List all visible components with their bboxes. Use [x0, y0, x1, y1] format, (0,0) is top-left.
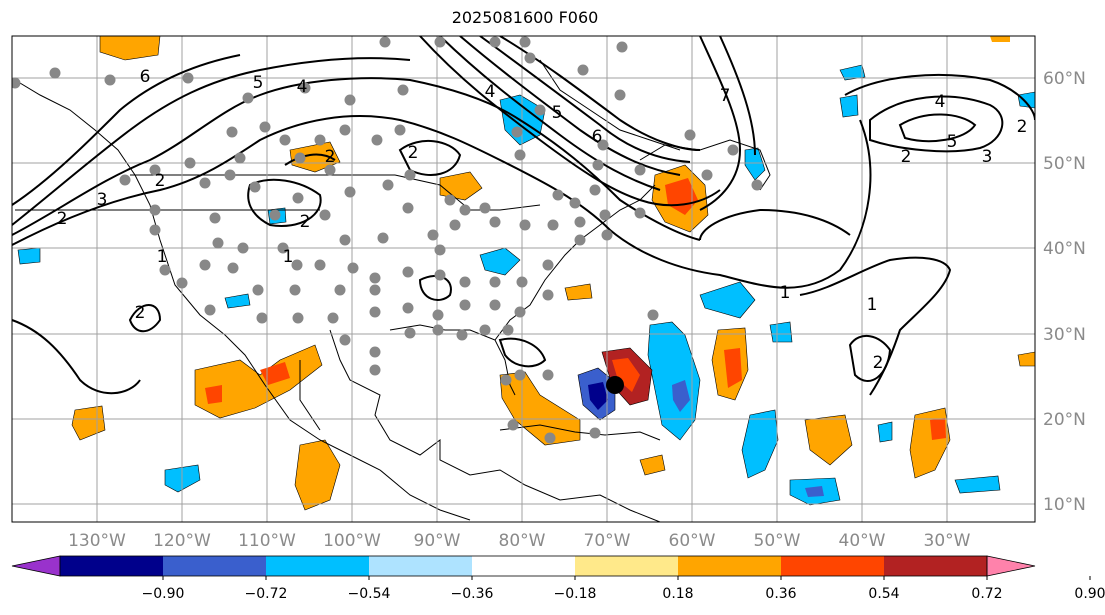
longitude-labels: 130°W 120°W 110°W 100°W 90°W 80°W 70°W 6… [68, 531, 971, 551]
contour-label: 5 [947, 132, 958, 152]
colorbar-tick-label: −0.90 [142, 586, 185, 602]
lon-label: 40°W [839, 531, 886, 551]
colorbar-bin [884, 556, 987, 576]
lon-label: 70°W [584, 531, 631, 551]
colorbar-bin [369, 556, 472, 576]
contour-label: 2 [1017, 117, 1028, 137]
negative-anomaly-regions [17, 64, 1035, 506]
lon-label: 80°W [499, 531, 546, 551]
colorbar-bin [575, 556, 678, 576]
contour-label: 2 [325, 147, 336, 167]
colorbar-bin [266, 556, 369, 576]
contour-label: 1 [780, 283, 791, 303]
contour-label: 6 [592, 127, 603, 147]
latitude-labels: 60°N 50°N 40°N 30°N 20°N 10°N [1043, 69, 1086, 515]
lat-label: 60°N [1043, 69, 1086, 89]
contour-label: 2 [57, 209, 68, 229]
contour-label: 2 [901, 147, 912, 167]
map-title: 2025081600 F060 [451, 8, 599, 27]
lon-label: 120°W [153, 531, 211, 551]
contour-label: 5 [552, 103, 563, 123]
contour-label: 3 [97, 190, 108, 210]
colorbar-tick-label: −0.72 [245, 586, 288, 602]
colorbar-bin [60, 556, 163, 576]
lon-label: 110°W [238, 531, 296, 551]
storm-center-marker [606, 376, 624, 394]
contour-label: 4 [485, 82, 496, 102]
colorbar-bin [472, 556, 575, 576]
plot-frame [11, 35, 1036, 523]
contour-label: 1 [283, 247, 294, 267]
contour-lines [12, 36, 1035, 396]
colorbar-frame [59, 555, 988, 577]
colorbar-tick-label: −0.18 [554, 586, 597, 602]
colorbar-bin [781, 556, 884, 576]
contour-label: 7 [720, 86, 731, 106]
lon-label: 30°W [924, 531, 971, 551]
colorbar: −0.90 −0.72 −0.54 −0.36 −0.18 0.18 0.36 0.54 0.7… [11, 555, 1105, 602]
contour-label: 1 [157, 247, 168, 267]
lat-label: 40°N [1043, 239, 1086, 259]
contour-label: 1 [867, 295, 878, 315]
colorbar-tick-label: 0.18 [662, 586, 693, 602]
colorbar-tick-label: 0.72 [971, 586, 1002, 602]
positive-anomaly-regions [71, 36, 1035, 511]
lat-label: 10°N [1043, 495, 1086, 515]
colorbar-tick-label: −0.54 [348, 586, 391, 602]
colorbar-tick-label: −0.36 [451, 586, 494, 602]
colorbar-extend-low [11, 555, 61, 577]
contour-label: 2 [873, 353, 884, 373]
colorbar-tick-label: 0.90 [1074, 586, 1105, 602]
lon-label: 90°W [414, 531, 461, 551]
contour-label: 2 [135, 303, 146, 323]
colorbar-tick-label: 0.54 [868, 586, 899, 602]
contour-label: 3 [982, 147, 993, 167]
colorbar-tick-label: 0.36 [765, 586, 796, 602]
contour-label: 5 [253, 73, 264, 93]
colorbar-bin [163, 556, 266, 576]
contour-label: 2 [408, 143, 419, 163]
contour-label: 4 [935, 92, 946, 112]
contour-label: 4 [297, 77, 308, 97]
lat-label: 20°N [1043, 410, 1086, 430]
lat-label: 50°N [1043, 154, 1086, 174]
lon-label: 50°W [754, 531, 801, 551]
lon-label: 60°W [669, 531, 716, 551]
station-dots [12, 36, 763, 444]
colorbar-bin [678, 556, 781, 576]
contour-label: 2 [155, 171, 166, 191]
contour-label: 6 [140, 67, 151, 87]
contour-label: 2 [300, 212, 311, 232]
graticule [12, 36, 1035, 522]
lon-label: 100°W [323, 531, 381, 551]
lat-label: 30°N [1043, 325, 1086, 345]
lon-label: 130°W [68, 531, 126, 551]
colorbar-extend-high [986, 555, 1036, 577]
